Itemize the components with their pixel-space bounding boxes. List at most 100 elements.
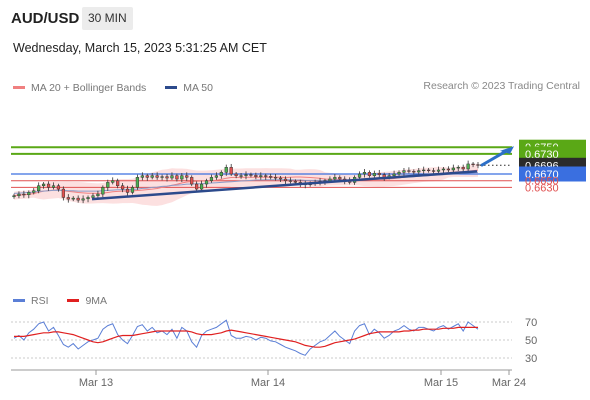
level-label-0.6670: 0.6670 bbox=[525, 169, 559, 181]
candle bbox=[12, 193, 16, 199]
candle bbox=[66, 194, 70, 203]
candle-body bbox=[175, 175, 179, 180]
candle bbox=[239, 172, 243, 179]
candle-body bbox=[431, 170, 436, 172]
candle-body bbox=[27, 192, 31, 196]
candle bbox=[170, 172, 174, 181]
candle-body bbox=[278, 177, 283, 180]
candle bbox=[116, 178, 120, 189]
chart-header: AUD/USD 30 MIN bbox=[0, 0, 590, 34]
candle bbox=[145, 173, 149, 181]
candle-body bbox=[412, 171, 416, 173]
legend-label-9ma: 9MA bbox=[85, 294, 108, 307]
candle bbox=[451, 164, 455, 173]
candle bbox=[431, 167, 436, 174]
candle-body bbox=[32, 190, 36, 193]
candle-body bbox=[204, 180, 209, 185]
candle-body bbox=[199, 183, 204, 190]
candle bbox=[42, 182, 46, 189]
rsi-swatch bbox=[13, 299, 25, 302]
candle bbox=[259, 172, 263, 180]
candle bbox=[244, 171, 248, 180]
candle bbox=[476, 161, 480, 169]
candle bbox=[106, 179, 110, 191]
legend-item-ma20: MA 20 + Bollinger Bands bbox=[13, 82, 146, 94]
candle-body bbox=[288, 180, 293, 182]
candle-body bbox=[338, 177, 342, 180]
candle bbox=[32, 188, 36, 195]
candle-body bbox=[106, 182, 110, 188]
legend-item-ma50: MA 50 bbox=[165, 82, 213, 94]
candle bbox=[362, 168, 367, 178]
price-levels bbox=[11, 146, 512, 188]
candle-body bbox=[229, 167, 233, 175]
rsi-legend: RSI 9MA bbox=[13, 293, 123, 307]
candle bbox=[412, 169, 416, 175]
candle bbox=[456, 165, 460, 171]
candle bbox=[264, 173, 268, 180]
candle-body bbox=[357, 173, 362, 178]
candle-body bbox=[259, 175, 263, 177]
level-label-0.6650: 0.6650 bbox=[525, 176, 559, 188]
candle-body bbox=[392, 173, 396, 176]
candle bbox=[86, 195, 90, 203]
candle-body bbox=[417, 170, 421, 173]
candle-body bbox=[377, 173, 381, 175]
candle bbox=[422, 166, 426, 175]
candle-body bbox=[96, 193, 100, 197]
candle bbox=[27, 190, 31, 199]
candle-body bbox=[155, 175, 159, 178]
candle bbox=[367, 170, 372, 178]
timestamp: Wednesday, March 15, 2023 5:31:25 AM CET bbox=[13, 41, 267, 55]
candle-body bbox=[214, 175, 218, 178]
candle-body bbox=[402, 170, 406, 173]
candle-body bbox=[471, 163, 475, 165]
candle bbox=[209, 174, 214, 183]
candle bbox=[283, 176, 288, 185]
candle bbox=[76, 195, 80, 203]
candle-body bbox=[446, 168, 450, 171]
candle bbox=[234, 171, 238, 179]
timeframe-badge[interactable]: 30 MIN bbox=[82, 7, 133, 30]
support-trendline bbox=[91, 170, 478, 201]
candle-body bbox=[224, 167, 228, 173]
candle-body bbox=[219, 172, 223, 176]
candle bbox=[46, 181, 51, 191]
ma9-swatch bbox=[67, 299, 80, 302]
candle bbox=[37, 182, 41, 194]
legend-label-ma50: MA 50 bbox=[183, 81, 213, 94]
candle bbox=[140, 172, 144, 181]
candle bbox=[120, 183, 125, 193]
candle bbox=[466, 160, 470, 171]
candle-body bbox=[254, 175, 258, 177]
candle-body bbox=[367, 172, 372, 176]
candle bbox=[71, 196, 75, 202]
candle bbox=[249, 172, 253, 178]
candle-body bbox=[372, 173, 376, 176]
candle-body bbox=[234, 173, 238, 176]
candle bbox=[278, 176, 283, 183]
candle bbox=[288, 177, 293, 184]
candle-body bbox=[51, 185, 56, 188]
candle-body bbox=[150, 175, 154, 178]
candle-body bbox=[130, 187, 135, 193]
legend-item-9ma: 9MA bbox=[67, 295, 107, 307]
candle bbox=[269, 173, 273, 180]
candle bbox=[417, 167, 421, 176]
candle-body bbox=[91, 195, 95, 198]
candle-body bbox=[249, 174, 253, 176]
candle-body bbox=[451, 167, 455, 171]
candle bbox=[427, 167, 431, 173]
candle-body bbox=[37, 185, 41, 192]
candle-body bbox=[274, 177, 278, 179]
candle-body bbox=[461, 167, 465, 170]
candle bbox=[195, 181, 199, 192]
candle bbox=[125, 185, 130, 196]
candle bbox=[150, 172, 154, 180]
candle-body bbox=[293, 181, 297, 183]
candle bbox=[377, 169, 381, 178]
candle bbox=[165, 174, 169, 182]
level-badge-0.6730 bbox=[519, 146, 586, 162]
candle bbox=[61, 186, 65, 201]
